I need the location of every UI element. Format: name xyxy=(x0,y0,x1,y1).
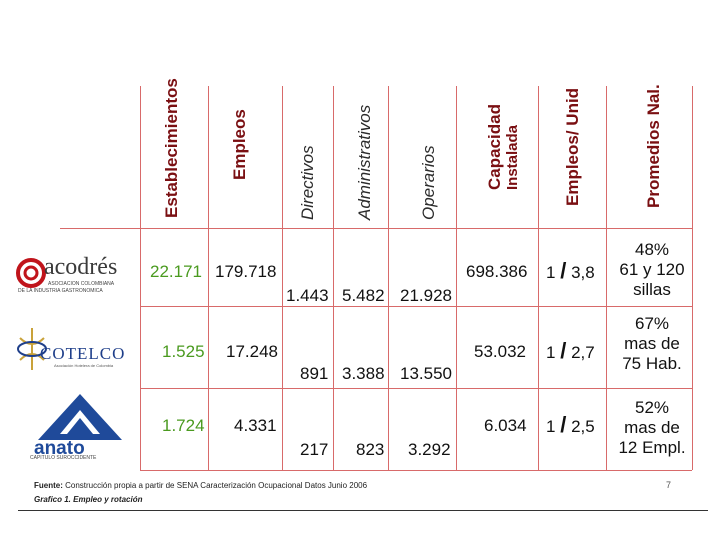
column-divider xyxy=(692,86,693,470)
header-capacidad: Capacidad Instalada xyxy=(485,104,521,190)
column-divider xyxy=(140,86,141,470)
row2-empleos: 17.248 xyxy=(226,342,278,361)
row3-directivos: 217 xyxy=(300,440,329,459)
header-capacidad-sub: Instalada xyxy=(504,124,521,190)
row1-ratio-right: 3,8 xyxy=(571,263,595,282)
row2-promedio-line: mas de xyxy=(624,334,680,353)
row3-promedio-line: 52% xyxy=(634,398,670,417)
row2-operarios: 13.550 xyxy=(400,364,452,383)
row3-operarios: 3.292 xyxy=(408,440,451,459)
row-divider xyxy=(60,228,692,229)
row2-ratio-separator: / xyxy=(560,338,567,363)
row1-ratio-left: 1 xyxy=(546,263,556,282)
row2-directivos: 891 xyxy=(300,364,329,383)
acodres-logo: acodrés ASOCIACION COLOMBIANA DE LA INDU… xyxy=(14,254,140,300)
anato-name: anato xyxy=(34,438,85,459)
acodres-swirl-icon xyxy=(16,258,46,288)
page-number: 7 xyxy=(666,480,672,490)
acodres-tagline: ASOCIACION COLOMBIANA xyxy=(48,281,115,287)
row2-promedio-line: 67% xyxy=(634,314,670,333)
anato-triangle-icon xyxy=(38,394,122,440)
row3-empleos: 4.331 xyxy=(234,416,277,435)
row-divider xyxy=(140,470,692,471)
row1-administrativos: 5.482 xyxy=(342,286,385,305)
row2-ratio-right: 2,7 xyxy=(571,343,595,362)
header-directivos: Directivos xyxy=(298,145,317,220)
column-divider xyxy=(333,86,334,470)
header-administrativos: Administrativos xyxy=(355,104,374,220)
row2-capacidad: 53.032 xyxy=(474,342,526,361)
header-empleos: Empleos xyxy=(230,109,249,180)
row2-ratio: 1 / 2,7 xyxy=(546,338,595,364)
row2-establecimientos: 1.525 xyxy=(162,342,205,361)
column-divider xyxy=(282,86,283,470)
row3-capacidad: 6.034 xyxy=(484,416,527,435)
row1-empleos: 179.718 xyxy=(215,262,277,281)
source-text: Construcción propia a partir de SENA Car… xyxy=(62,481,368,490)
row2-ratio-left: 1 xyxy=(546,343,556,362)
row1-ratio-separator: / xyxy=(560,258,567,283)
row3-ratio-right: 2,5 xyxy=(571,417,595,436)
row1-promedio-line: 48% xyxy=(634,240,670,259)
row2-administrativos: 3.388 xyxy=(342,364,385,383)
acodres-tagline-2: DE LA INDUSTRIA GASTRONOMICA xyxy=(18,288,103,294)
anato-tagline: CAPITULO SUROCCIDENTE xyxy=(30,455,97,461)
anato-logo: anato CAPITULO SUROCCIDENTE xyxy=(30,394,130,464)
column-divider xyxy=(538,86,539,470)
source-label: Fuente: xyxy=(34,481,63,490)
row3-ratio: 1 / 2,5 xyxy=(546,412,595,438)
row-divider xyxy=(140,306,692,307)
column-divider xyxy=(208,86,209,470)
header-empleos-unid: Empleos/ Unid xyxy=(563,87,582,206)
row1-ratio: 1 / 3,8 xyxy=(546,258,595,284)
row3-ratio-left: 1 xyxy=(546,417,556,436)
figure-caption: Grafico 1. Empleo y rotación xyxy=(34,495,143,504)
acodres-name: acodrés xyxy=(44,254,118,280)
row2-promedio-line: 75 Hab. xyxy=(622,354,682,373)
row1-promedio: 48% 61 y 120 sillas xyxy=(607,240,697,300)
cotelco-logo: COTELCO Asociación Hotelera de Colombia xyxy=(14,326,140,376)
bottom-rule xyxy=(18,510,708,511)
row3-ratio-separator: / xyxy=(560,412,567,437)
row1-promedio-line: 61 y 120 xyxy=(619,260,685,279)
header-promedios: Promedios Nal. xyxy=(644,84,663,208)
row1-capacidad: 698.386 xyxy=(466,262,528,281)
cotelco-tagline: Asociación Hotelera de Colombia xyxy=(54,363,114,368)
row3-establecimientos: 1.724 xyxy=(162,416,205,435)
row2-promedio: 67% mas de 75 Hab. xyxy=(607,314,697,374)
column-divider xyxy=(388,86,389,470)
row-divider xyxy=(140,388,692,389)
row3-promedio-line: mas de xyxy=(624,418,680,437)
row1-operarios: 21.928 xyxy=(400,286,452,305)
column-divider xyxy=(606,86,607,470)
header-establecimientos: Establecimientos xyxy=(162,78,181,218)
column-divider xyxy=(456,86,457,470)
source-note: Fuente: Construcción propia a partir de … xyxy=(34,481,367,490)
header-operarios: Operarios xyxy=(419,145,438,220)
cotelco-name: COTELCO xyxy=(40,344,126,363)
row1-establecimientos: 22.171 xyxy=(150,262,202,281)
row3-promedio-line: 12 Empl. xyxy=(618,438,686,457)
row3-administrativos: 823 xyxy=(356,440,385,459)
row3-promedio: 52% mas de 12 Empl. xyxy=(607,398,697,458)
row1-promedio-line: sillas xyxy=(633,280,671,299)
row1-directivos: 1.443 xyxy=(286,286,329,305)
cotelco-emblem-icon xyxy=(17,328,47,370)
